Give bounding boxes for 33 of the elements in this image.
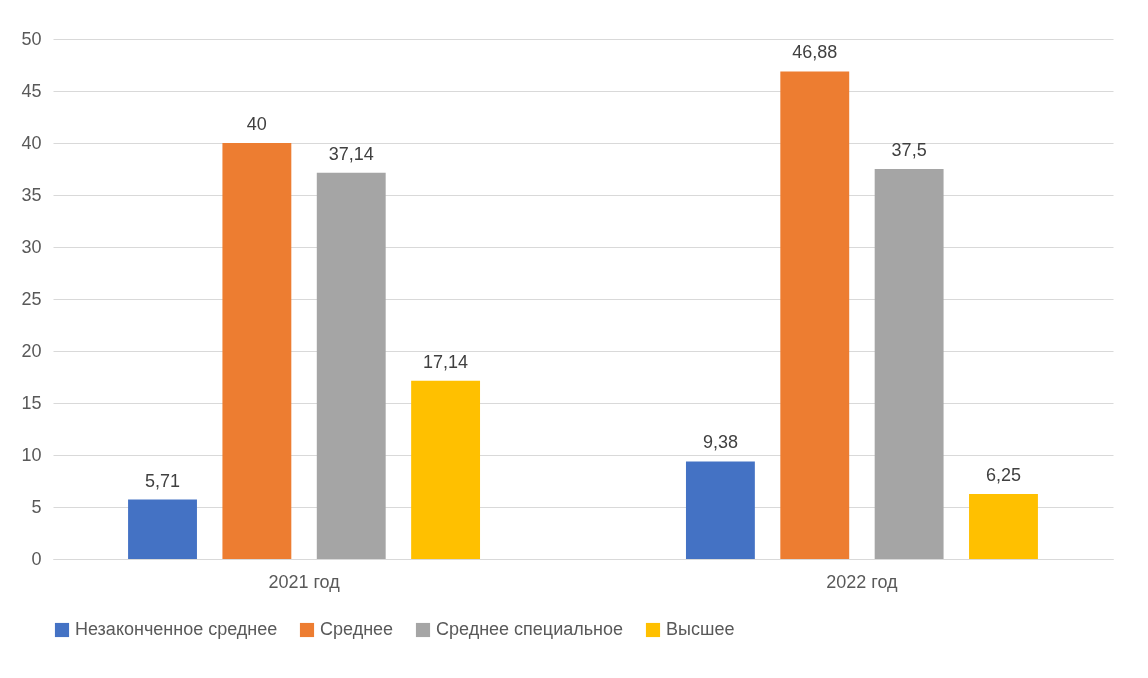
data-label: 37,5 bbox=[891, 140, 927, 160]
y-tick-label: 45 bbox=[21, 80, 42, 101]
bar bbox=[128, 499, 197, 559]
data-label: 46,88 bbox=[792, 42, 838, 63]
bar bbox=[969, 494, 1038, 559]
y-tick-label: 35 bbox=[21, 184, 42, 205]
x-tick-label: 2022 год bbox=[826, 571, 899, 592]
y-tick-label: 5 bbox=[31, 496, 42, 517]
bar bbox=[874, 169, 944, 559]
y-tick-label: 30 bbox=[21, 236, 42, 257]
legend-label: Среднее специальное bbox=[436, 619, 624, 639]
data-label: 9,38 bbox=[702, 432, 738, 453]
bar bbox=[316, 172, 386, 559]
y-tick-label: 50 bbox=[21, 28, 42, 49]
bar bbox=[685, 461, 755, 559]
y-tick-label: 10 bbox=[21, 444, 42, 465]
bar bbox=[780, 71, 850, 559]
y-tick-label: 40 bbox=[21, 132, 42, 153]
y-tick-label: 0 bbox=[31, 548, 42, 569]
data-label: 17,14 bbox=[423, 351, 469, 372]
y-tick-label: 15 bbox=[21, 392, 42, 413]
x-tick-label: 2021 год bbox=[268, 571, 341, 592]
data-label: 6,25 bbox=[985, 465, 1022, 485]
y-tick-label: 20 bbox=[21, 340, 42, 361]
data-label: 40 bbox=[246, 114, 267, 134]
bar bbox=[411, 380, 481, 559]
bar bbox=[222, 143, 292, 559]
y-tick-label: 25 bbox=[21, 288, 42, 309]
data-label: 5,71 bbox=[144, 470, 181, 491]
legend-label: Незаконченное среднее bbox=[75, 619, 278, 639]
legend-label: Среднее bbox=[320, 619, 394, 639]
legend-label: Высшее bbox=[666, 619, 735, 639]
data-label: 37,14 bbox=[328, 143, 374, 164]
